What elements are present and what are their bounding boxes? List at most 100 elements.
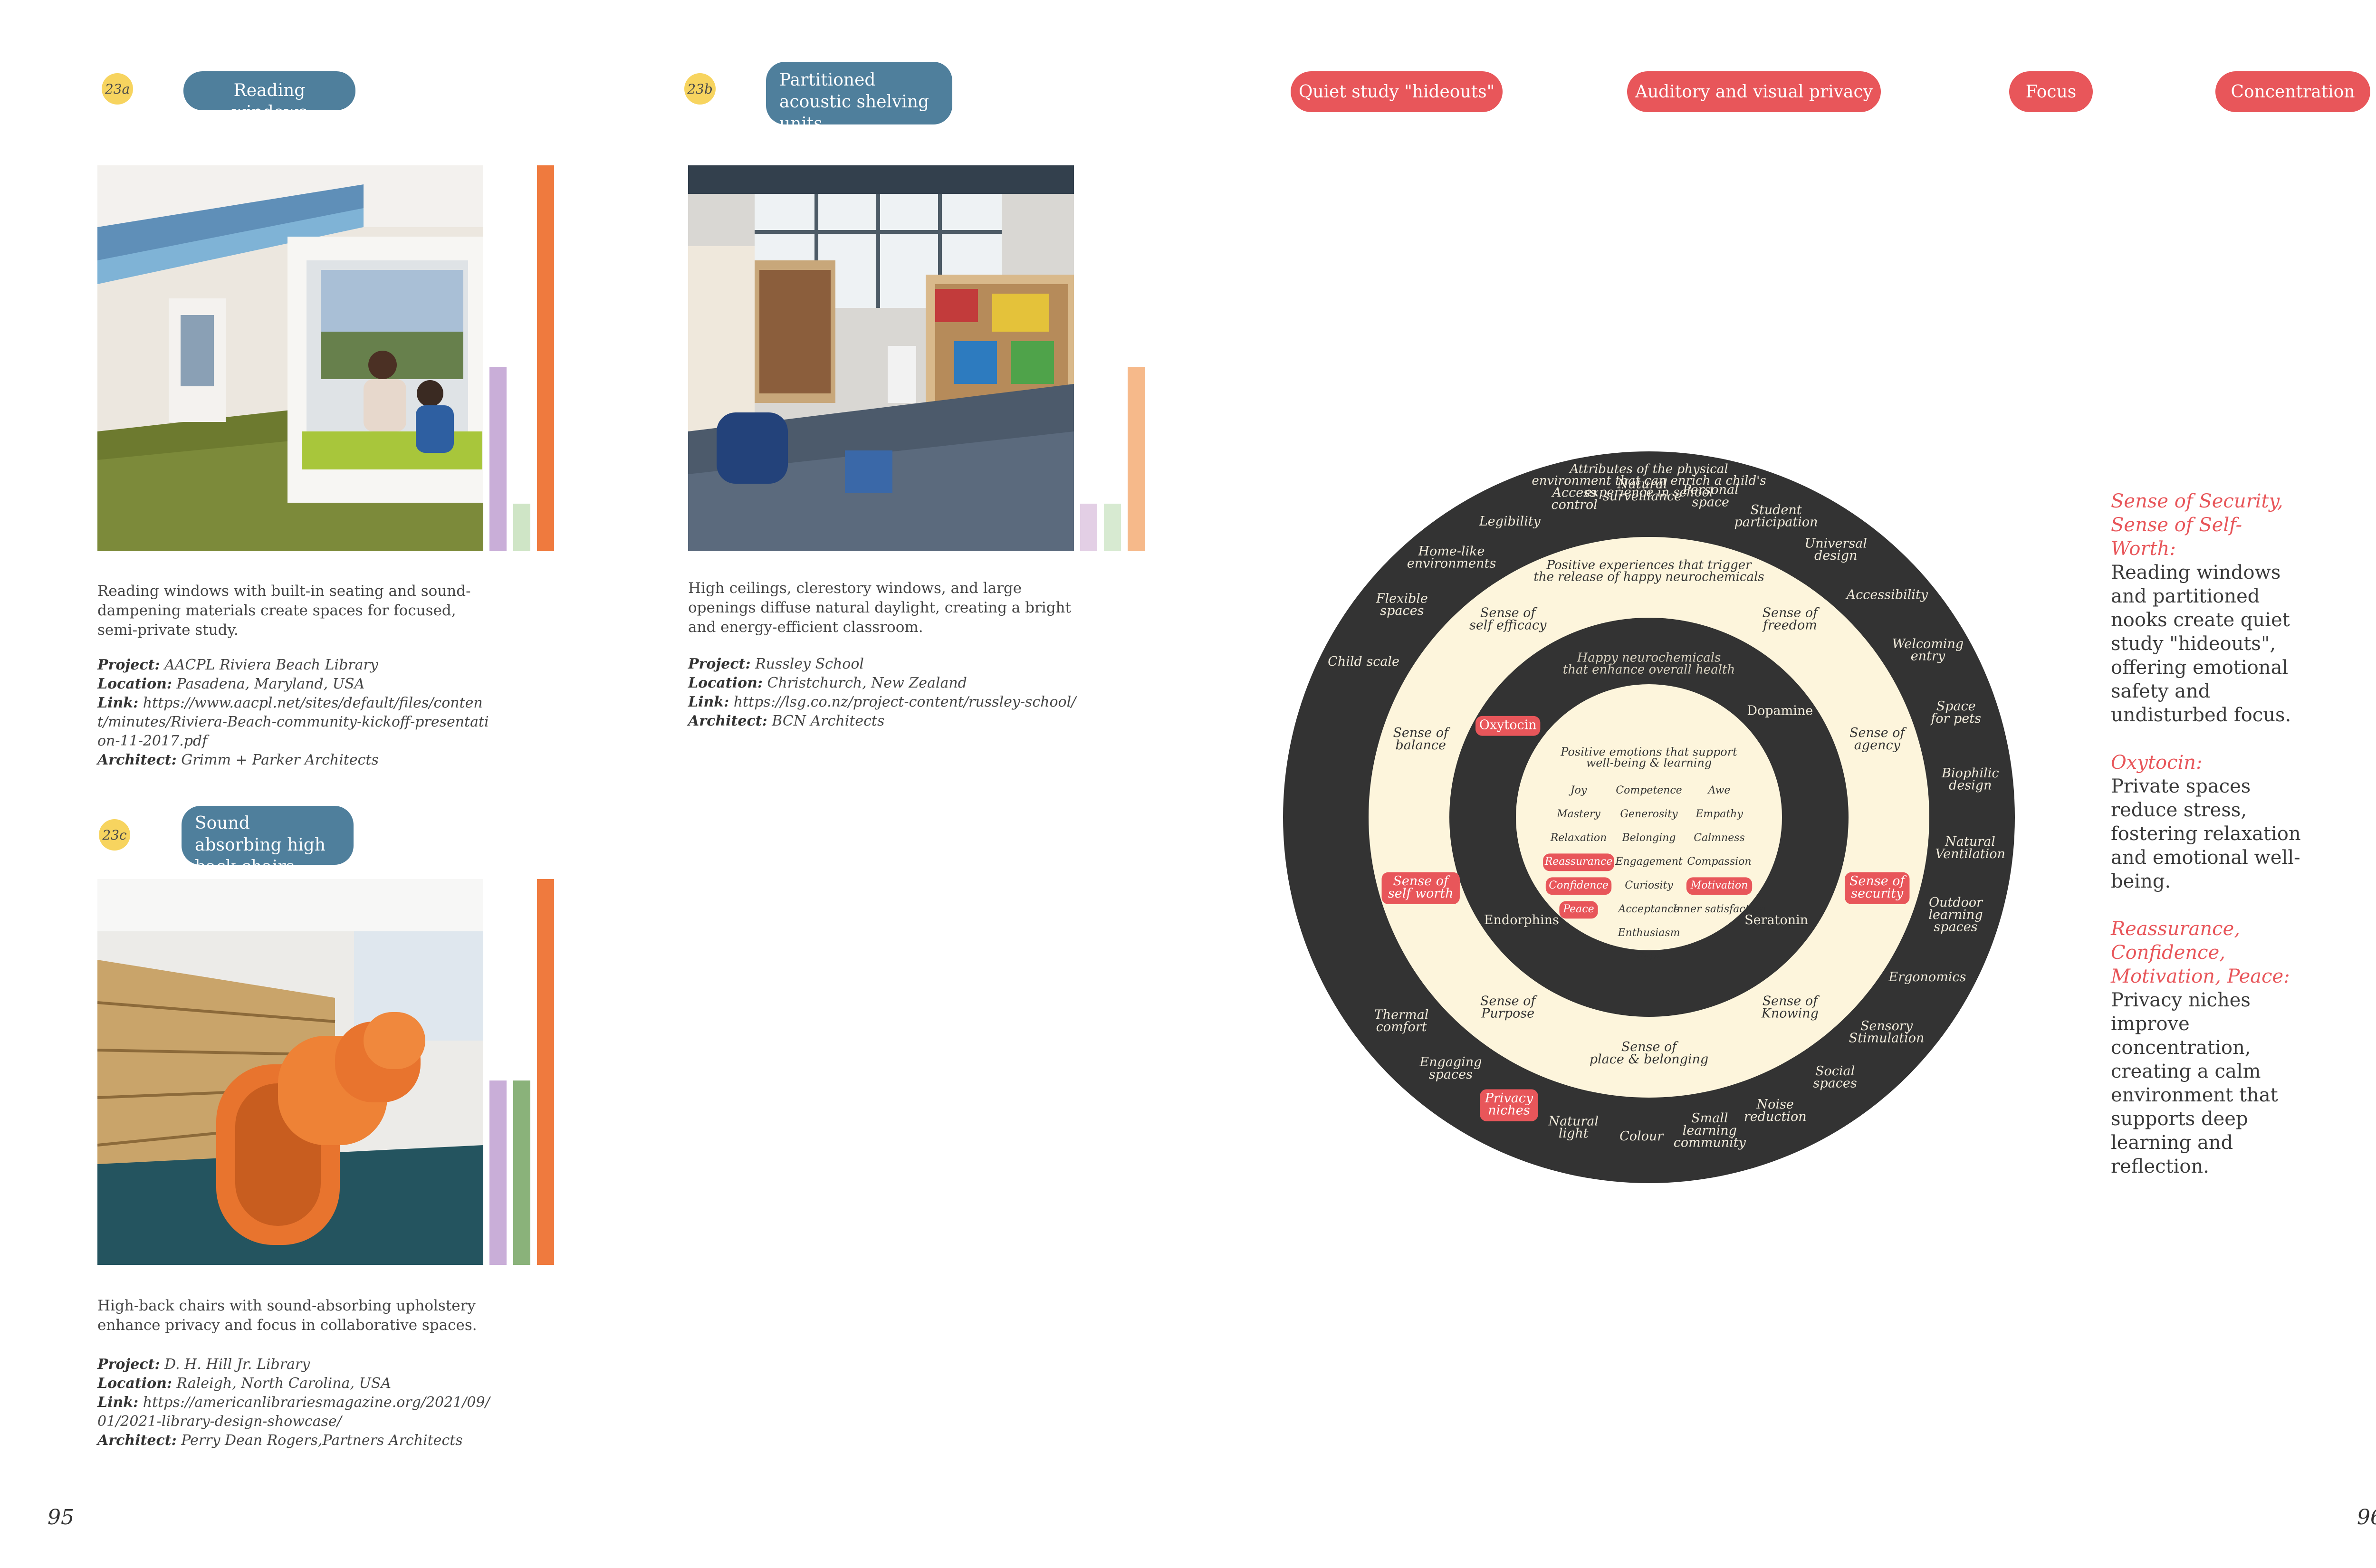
cream-experience-label: security bbox=[1851, 886, 1904, 901]
outer-attribute-label: Biophilic bbox=[1941, 766, 1999, 781]
item-c-description: High-back chairs with sound-absorbing up… bbox=[97, 1297, 477, 1334]
outer-attribute-label: surveillance bbox=[1603, 489, 1682, 504]
cream-experience-label: place & belonging bbox=[1590, 1052, 1708, 1067]
center-title: well-being & learning bbox=[1586, 756, 1712, 769]
emotion-label-highlight bbox=[1686, 877, 1753, 895]
outer-attribute-label: spaces bbox=[1380, 603, 1424, 618]
outer-attribute-label: Ergonomics bbox=[1888, 970, 1966, 985]
wheel-diagram: Attributes of the physical environment th… bbox=[1283, 451, 2015, 1183]
outer-attribute-label: Stimulation bbox=[1849, 1031, 1925, 1046]
side-heading-oxytocin: Oxytocin: bbox=[2111, 752, 2203, 774]
item-a-link[interactable]: https://www.aacpl.net/sites/default/file… bbox=[97, 695, 489, 749]
outer-attribute-label: Personal bbox=[1682, 483, 1739, 497]
emotion-label: Confidence bbox=[1549, 880, 1609, 891]
outer-ring-title: Attributes of the physical bbox=[1569, 462, 1728, 476]
outer-attribute-label: Flexible bbox=[1376, 592, 1428, 606]
item-a-bar-orange bbox=[537, 165, 554, 551]
side-paragraph-security: Reading windows and partitioned nooks cr… bbox=[2111, 562, 2291, 726]
item-b-badge: 23b bbox=[684, 73, 716, 105]
emotion-label-highlight bbox=[1545, 877, 1612, 895]
outer-attribute-label: light bbox=[1559, 1126, 1589, 1141]
item-b-bar-green bbox=[1104, 504, 1121, 551]
outer-attribute-label: niches bbox=[1488, 1103, 1530, 1118]
cream-experience-label: Sense of bbox=[1480, 994, 1538, 1009]
outer-attribute-label: design bbox=[1814, 548, 1857, 563]
outer-attribute-label: participation bbox=[1734, 515, 1818, 530]
page-number-left: 95 bbox=[48, 1505, 74, 1530]
item-c-bar-orange bbox=[537, 879, 554, 1265]
cream-experience-label: Purpose bbox=[1481, 1006, 1534, 1021]
outer-attribute-label: Natural bbox=[1617, 477, 1667, 491]
outer-attribute-label: design bbox=[1949, 778, 1992, 793]
outer-attribute-label: Ventilation bbox=[1935, 847, 2005, 861]
outer-attribute-label: Small bbox=[1691, 1111, 1728, 1126]
item-b-bar-orange bbox=[1128, 367, 1145, 551]
cream-experience-label: freedom bbox=[1762, 618, 1817, 632]
emotion-label-highlight bbox=[1559, 901, 1598, 919]
outer-attribute-label: Privacy bbox=[1485, 1091, 1533, 1106]
item-b-title: Partitioned acoustic shelving units bbox=[766, 62, 952, 134]
cream-experience-label-highlight bbox=[1845, 872, 1910, 904]
item-c-architect: Perry Dean Rogers,Partners Architects bbox=[181, 1432, 463, 1449]
cream-experience-label: Sense of bbox=[1763, 994, 1820, 1009]
neurochemical-label: Oxytocin bbox=[1479, 718, 1537, 733]
cream-experience-label: Sense of bbox=[1849, 726, 1907, 740]
cream-experience-label: self worth bbox=[1388, 886, 1454, 901]
outer-attribute-label: spaces bbox=[1429, 1067, 1473, 1082]
outer-attribute-label: Space bbox=[1936, 699, 1976, 714]
tag-concentration: Concentration bbox=[2215, 71, 2370, 112]
outer-attribute-label-highlight bbox=[1480, 1089, 1538, 1121]
item-b-link[interactable]: https://lsg.co.nz/project-content/russle… bbox=[733, 694, 1076, 710]
item-c-link[interactable]: https://americanlibrariesmagazine.org/20… bbox=[97, 1394, 490, 1430]
cream-ring-title: the release of happy neurochemicals bbox=[1533, 570, 1764, 584]
item-b-photo bbox=[688, 165, 1074, 551]
emotion-label: Empathy bbox=[1695, 808, 1743, 820]
neurochemical-label: Dopamine bbox=[1747, 704, 1813, 718]
cream-experience-label: Knowing bbox=[1761, 1006, 1819, 1021]
item-a-architect: Grimm + Parker Architects bbox=[181, 752, 379, 768]
item-a-bar-purple bbox=[489, 367, 507, 551]
emotion-label: Motivation bbox=[1690, 880, 1748, 891]
emotion-label: Calmness bbox=[1694, 832, 1745, 844]
neurochemical-label: Seratonin bbox=[1744, 913, 1808, 927]
outer-attribute-label: Access bbox=[1551, 486, 1596, 500]
emotion-label: Belonging bbox=[1621, 832, 1676, 844]
emotion-label: Peace bbox=[1562, 903, 1594, 915]
emotion-label: Flow bbox=[1636, 951, 1662, 963]
emotion-label: Competence bbox=[1616, 784, 1682, 796]
cream-experience-label: Sense of bbox=[1393, 726, 1450, 740]
outer-attribute-label: spaces bbox=[1813, 1076, 1857, 1091]
outer-attribute-label: spaces bbox=[1934, 920, 1977, 935]
tag-auditory-visual-privacy: Auditory and visual privacy bbox=[1627, 71, 1881, 112]
cream-experience-label: Sense of bbox=[1763, 606, 1820, 621]
item-c-bar-purple bbox=[489, 1080, 507, 1265]
emotion-label-highlight bbox=[1543, 853, 1614, 871]
outer-attribute-label: Natural bbox=[1548, 1114, 1599, 1128]
item-c-project: D. H. Hill Jr. Library bbox=[164, 1356, 310, 1373]
emotion-label: Inner satisfaction bbox=[1672, 903, 1766, 915]
outer-attribute-label: Child scale bbox=[1328, 654, 1399, 669]
emotion-label: Awe bbox=[1707, 784, 1731, 796]
outer-ring-title: experience in school bbox=[1585, 486, 1714, 500]
item-a-photo bbox=[97, 165, 483, 551]
emotion-label: Acceptance bbox=[1617, 903, 1679, 915]
item-a-description: Reading windows with built-in seating an… bbox=[97, 583, 471, 639]
item-b-meta: Project: Russley School Location: Christ… bbox=[688, 656, 1076, 729]
outer-attribute-label: reduction bbox=[1744, 1109, 1807, 1124]
tag-quiet-study: Quiet study "hideouts" bbox=[1291, 71, 1503, 112]
side-text: Sense of Security, Sense of Self-Worth: … bbox=[2111, 489, 2301, 1178]
outer-attribute-label: community bbox=[1674, 1136, 1746, 1150]
outer-ring-title: environment that can enrich a child's bbox=[1532, 474, 1766, 488]
cream-ring-title: Positive experiences that trigger bbox=[1546, 558, 1752, 573]
outer-attribute-label: Universal bbox=[1805, 536, 1868, 551]
outer-attribute-label: Colour bbox=[1619, 1129, 1664, 1144]
item-b-bar-purple bbox=[1080, 504, 1097, 551]
cream-experience-label: agency bbox=[1854, 738, 1901, 753]
item-b-project: Russley School bbox=[755, 656, 864, 672]
item-b-description: High ceilings, clerestory windows, and l… bbox=[688, 580, 1071, 636]
side-heading-security: Sense of Security, Sense of Self-Worth: bbox=[2111, 490, 2283, 560]
outer-attribute-label: Thermal bbox=[1374, 1007, 1429, 1022]
outer-attribute-label: entry bbox=[1911, 649, 1945, 663]
outer-attribute-label: comfort bbox=[1376, 1020, 1427, 1034]
cream-experience-label: Sense of bbox=[1393, 874, 1450, 889]
